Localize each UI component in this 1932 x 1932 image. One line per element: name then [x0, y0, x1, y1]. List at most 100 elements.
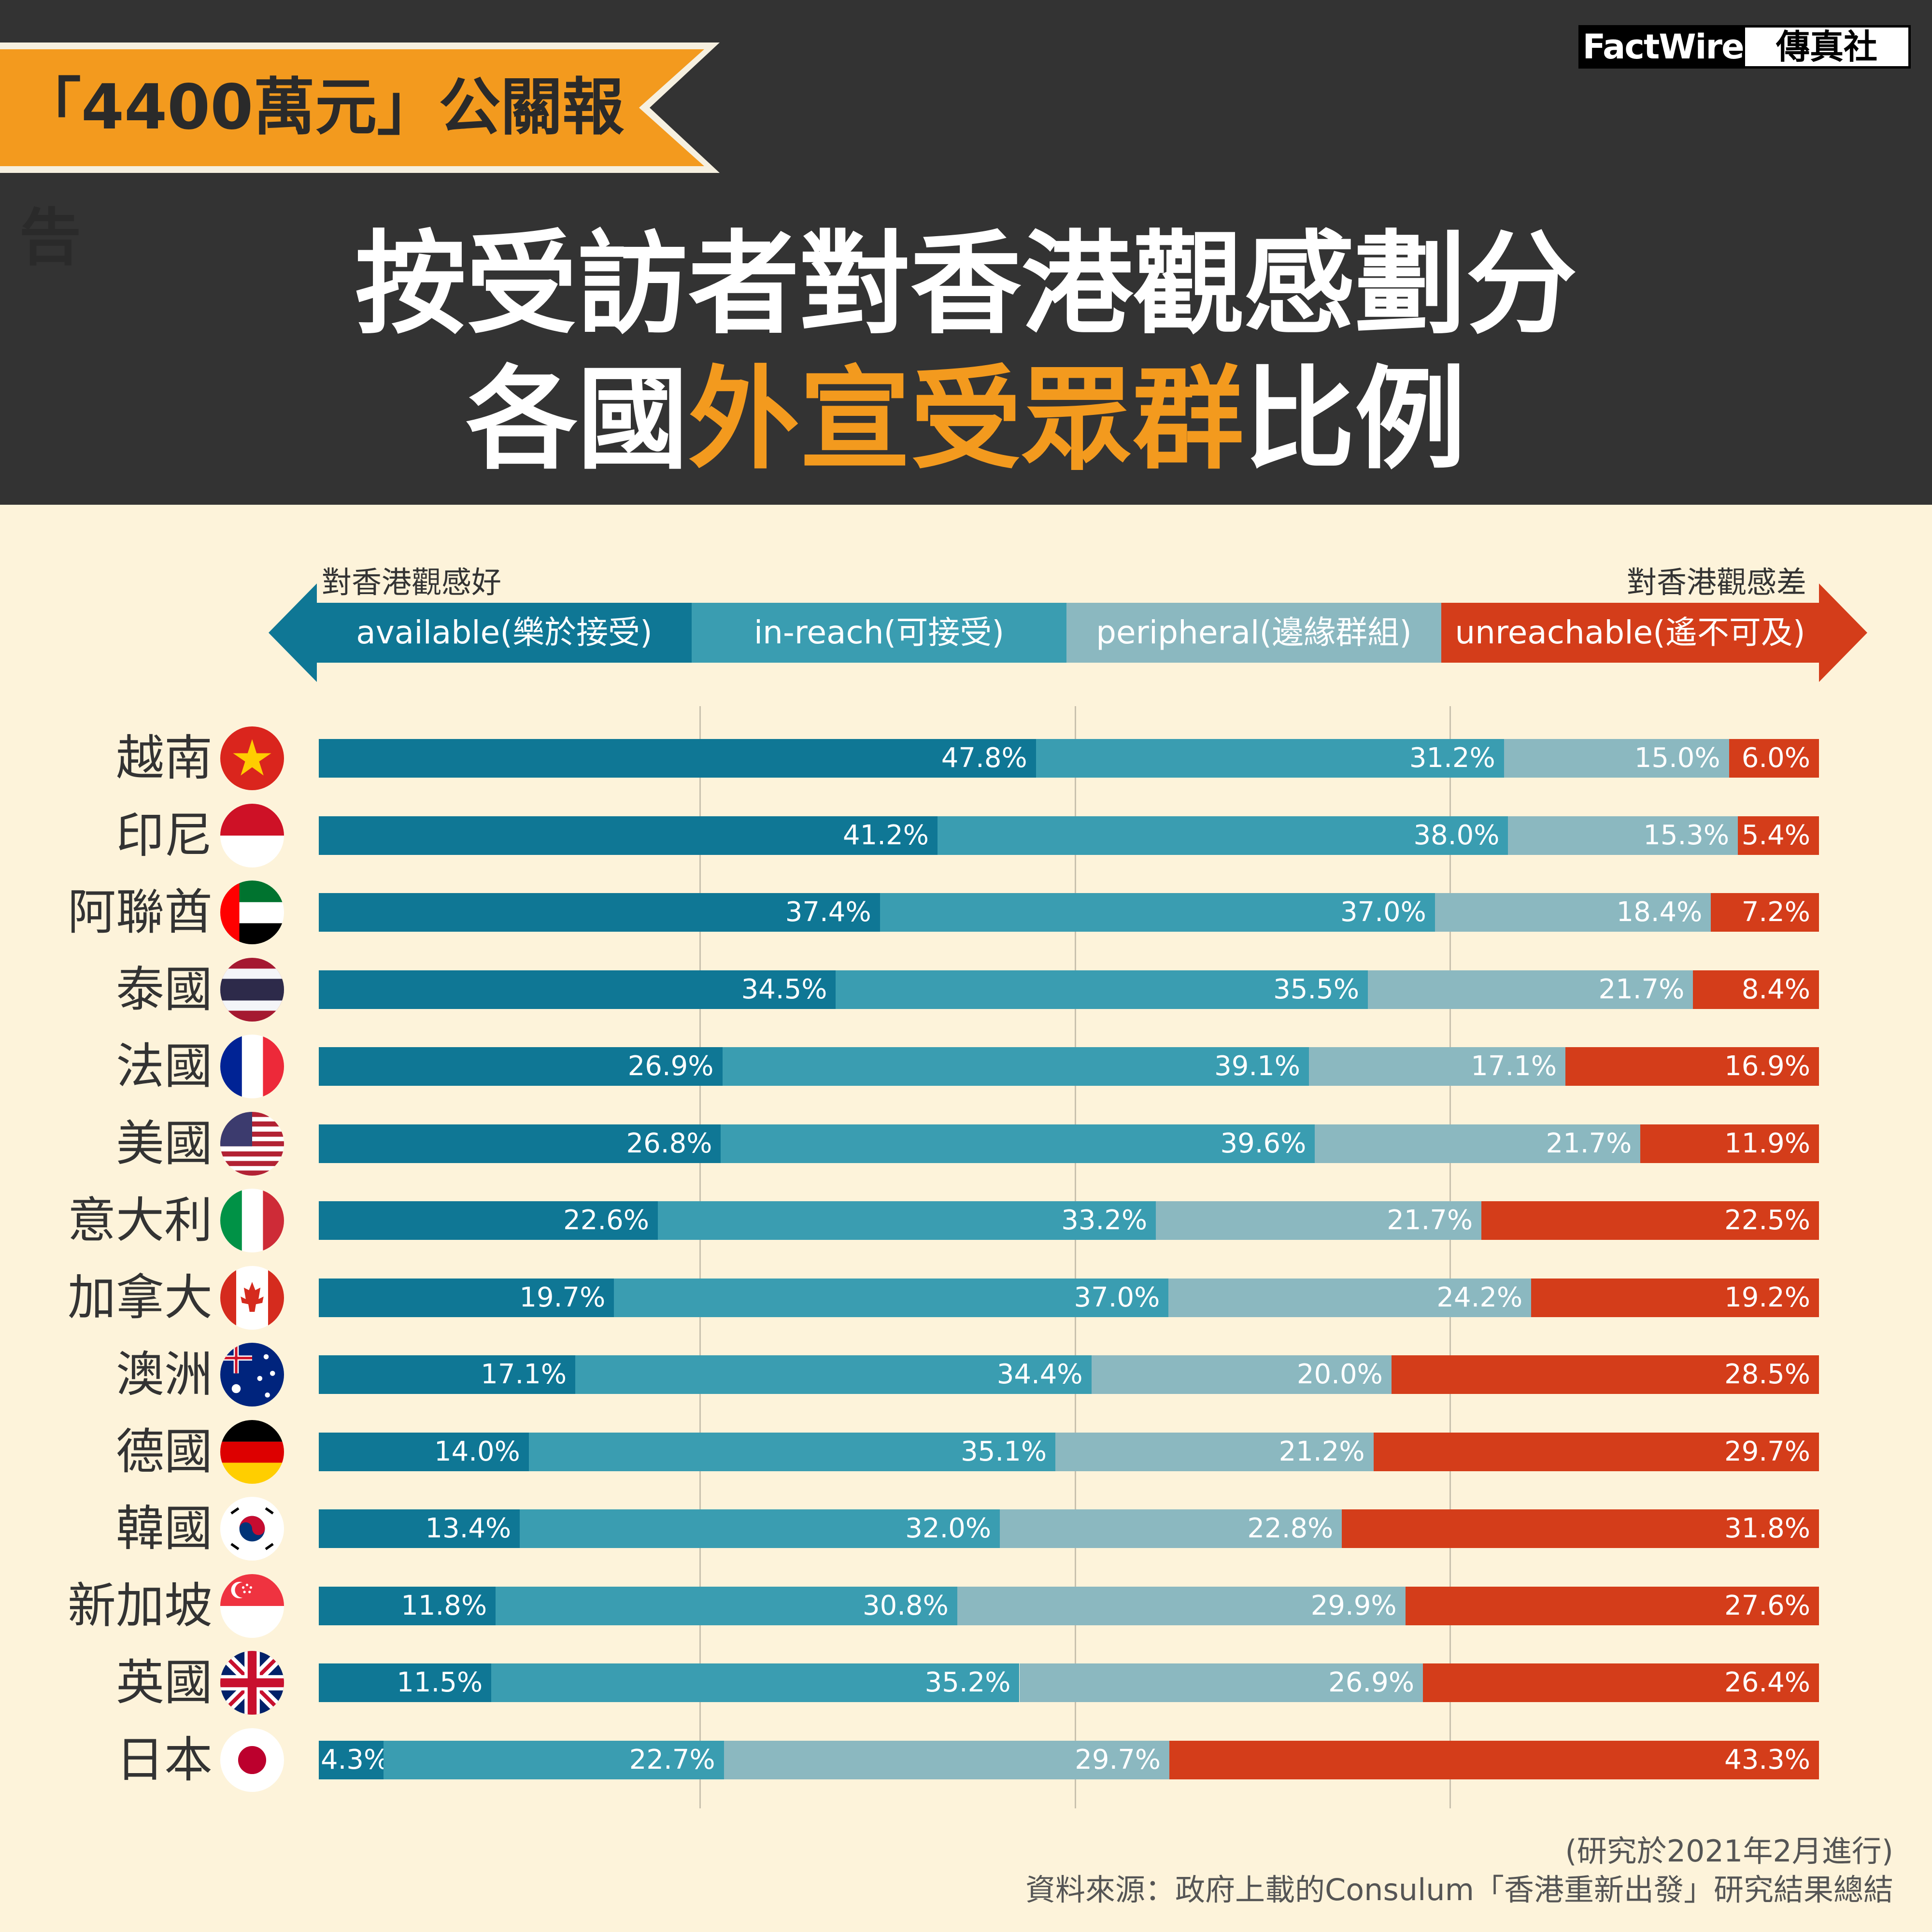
data-label-peripheral: 21.7% [1546, 1127, 1632, 1159]
bar-segment-available [319, 1663, 492, 1702]
bar-segment-in-reach [722, 1047, 1309, 1086]
data-label-in-reach: 39.1% [1214, 1051, 1300, 1082]
singapore-flag-icon [220, 1574, 284, 1638]
vietnam-flag-icon [220, 726, 284, 790]
france-flag-icon [220, 1035, 284, 1098]
data-label-peripheral: 17.1% [1471, 1051, 1557, 1082]
data-label-available: 22.6% [563, 1205, 649, 1236]
legend-unreachable: unreachable(遙不可及) [1441, 603, 1819, 663]
bar-segment-available [319, 816, 938, 855]
bar-segment-in-reach [836, 970, 1368, 1009]
canada-flag-icon [220, 1265, 284, 1330]
bar-segment-available [319, 1432, 529, 1471]
data-label-available: 19.7% [519, 1281, 606, 1313]
data-label-in-reach: 31.2% [1409, 742, 1495, 774]
data-label-peripheral: 21.7% [1598, 973, 1685, 1005]
country-label: 澳洲 [116, 1346, 213, 1403]
bar-segment-in-reach [383, 1740, 724, 1779]
bar-segment-peripheral [1000, 1509, 1342, 1548]
gridline-50 [1075, 706, 1076, 1808]
data-label-unreachable: 11.9% [1724, 1127, 1810, 1159]
data-label-peripheral: 18.4% [1616, 896, 1703, 928]
data-label-in-reach: 35.1% [961, 1435, 1047, 1467]
data-label-in-reach: 39.6% [1220, 1127, 1307, 1159]
data-label-unreachable: 5.4% [1741, 819, 1810, 851]
factwire-logo: FactWire 傳真社 [1578, 25, 1911, 69]
country-label: 新加坡 [68, 1577, 213, 1634]
italy-flag-icon [220, 1189, 284, 1252]
bar-segment-in-reach [496, 1586, 957, 1625]
data-source: 資料來源：政府上載的Consulum「香港重新出發」研究結果總結 [1025, 1872, 1893, 1907]
bar-segment-in-reach [721, 1124, 1315, 1163]
bar-segment-in-reach [491, 1663, 1020, 1702]
data-label-in-reach: 22.7% [629, 1744, 715, 1776]
japan-flag-icon [220, 1728, 284, 1792]
bar-segment-peripheral [1168, 1278, 1532, 1317]
data-label-unreachable: 27.6% [1724, 1590, 1810, 1621]
gridline-75 [1449, 706, 1451, 1808]
data-label-unreachable: 31.8% [1724, 1513, 1810, 1544]
country-label: 日本 [116, 1731, 213, 1788]
data-label-available: 4.3% [321, 1744, 390, 1776]
bar-segment-in-reach [520, 1509, 1000, 1548]
australia-flag-icon [220, 1343, 284, 1406]
bar-segment-peripheral [957, 1586, 1406, 1625]
data-label-unreachable: 7.2% [1741, 896, 1810, 928]
bar-segment-peripheral [1055, 1432, 1374, 1471]
bar-segment-in-reach [575, 1355, 1092, 1394]
data-label-available: 37.4% [785, 896, 871, 928]
bar-segment-in-reach [937, 816, 1508, 855]
bar-segment-in-reach [880, 893, 1435, 932]
bar-segment-unreachable [1729, 739, 1819, 778]
data-label-in-reach: 38.0% [1413, 819, 1500, 851]
study-date-note: (研究於2021年2月進行) [1565, 1833, 1893, 1869]
tag-banner-shape [0, 43, 720, 173]
report-tag: 「4400萬元」公關報告 [19, 71, 625, 274]
bar-segment-unreachable [1531, 1278, 1819, 1317]
bar-segment-peripheral [1315, 1124, 1641, 1163]
indonesia-flag-icon [220, 803, 284, 867]
bar-segment-available [319, 1278, 614, 1317]
data-label-peripheral: 21.7% [1387, 1205, 1473, 1236]
gridline-25 [699, 706, 701, 1808]
logo-chinese-text: 傳真社 [1745, 28, 1908, 66]
bar-segment-peripheral [1368, 970, 1693, 1009]
data-label-peripheral: 15.3% [1643, 819, 1730, 851]
bar-segment-in-reach [614, 1278, 1169, 1317]
country-label: 阿聯酋 [68, 884, 213, 940]
data-label-in-reach: 35.5% [1273, 973, 1360, 1005]
bar-segment-unreachable [1565, 1047, 1819, 1086]
bar-segment-in-reach [1036, 739, 1504, 778]
title-line-2-pre: 各國 [466, 355, 688, 484]
bar-segment-unreachable [1423, 1663, 1819, 1702]
bar-segment-peripheral [1308, 1047, 1566, 1086]
data-label-peripheral: 20.0% [1296, 1359, 1383, 1390]
data-label-available: 17.1% [481, 1359, 567, 1390]
data-label-unreachable: 16.9% [1724, 1051, 1810, 1082]
data-label-unreachable: 28.5% [1724, 1359, 1810, 1390]
data-label-available: 41.2% [843, 819, 929, 851]
bar-segment-available [319, 739, 1036, 778]
data-label-available: 14.0% [434, 1435, 520, 1467]
data-label-peripheral: 29.7% [1075, 1744, 1161, 1776]
country-label: 美國 [116, 1115, 213, 1172]
country-label: 越南 [116, 730, 213, 786]
bar-segment-unreachable [1169, 1740, 1819, 1779]
bar-segment-peripheral [1504, 739, 1729, 778]
data-label-peripheral: 26.9% [1328, 1667, 1415, 1698]
data-label-unreachable: 29.7% [1724, 1435, 1810, 1467]
data-label-available: 47.8% [941, 742, 1027, 774]
bar-segment-unreachable [1640, 1124, 1819, 1163]
bar-segment-available [319, 1740, 384, 1779]
data-label-peripheral: 29.9% [1310, 1590, 1397, 1621]
usa-flag-icon [220, 1111, 284, 1176]
country-label: 英國 [116, 1654, 213, 1711]
country-label: 德國 [116, 1423, 213, 1480]
data-label-unreachable: 19.2% [1724, 1281, 1810, 1313]
bar-segment-in-reach [657, 1201, 1156, 1240]
title-line-2-post: 比例 [1244, 355, 1466, 484]
data-label-in-reach: 37.0% [1340, 896, 1426, 928]
uk-flag-icon [220, 1651, 284, 1715]
data-label-peripheral: 21.2% [1279, 1435, 1365, 1467]
